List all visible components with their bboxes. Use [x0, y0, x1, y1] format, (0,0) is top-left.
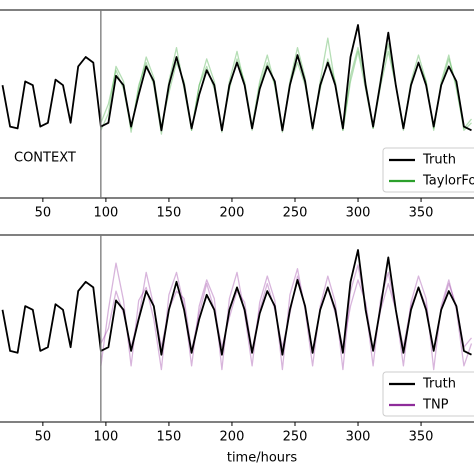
- x-tick-label: 300: [346, 430, 371, 445]
- legend-label: TaylorFormer: [422, 174, 474, 189]
- annotation: CONTEXT: [14, 151, 76, 166]
- x-tick-label: 100: [93, 430, 118, 445]
- legend-label: TNP: [422, 398, 449, 413]
- x-tick-label: 300: [346, 206, 371, 221]
- series-line: [100, 37, 472, 135]
- x-tick-label: 250: [283, 206, 308, 221]
- subplot: 50 100 150 200 250 300 350 time/hours Truth TNP: [0, 234, 474, 466]
- x-axis-label: time/hours: [227, 451, 298, 466]
- plot-frame: [0, 234, 474, 423]
- x-tick-label: 200: [220, 430, 245, 445]
- x-tick-label: 50: [35, 430, 52, 445]
- series-line: [100, 262, 473, 371]
- x-tick-label: 350: [409, 430, 434, 445]
- series-line: [1, 249, 472, 356]
- series-line: [100, 43, 473, 131]
- legend-label: Truth: [422, 153, 456, 168]
- series-line: [1, 24, 472, 132]
- x-tick-label: 150: [157, 430, 182, 445]
- plot-frame: [0, 9, 474, 199]
- x-tick-label: 350: [409, 206, 434, 221]
- x-tick-label: 200: [220, 206, 245, 221]
- legend-label: Truth: [422, 377, 456, 392]
- subplot: 50 100 150 200 250 300 350 CONTEXT Truth TaylorFo…: [0, 9, 474, 221]
- x-tick-label: 100: [93, 206, 118, 221]
- x-tick-label: 50: [35, 206, 52, 221]
- x-tick-label: 250: [283, 430, 308, 445]
- x-tick-label: 150: [157, 206, 182, 221]
